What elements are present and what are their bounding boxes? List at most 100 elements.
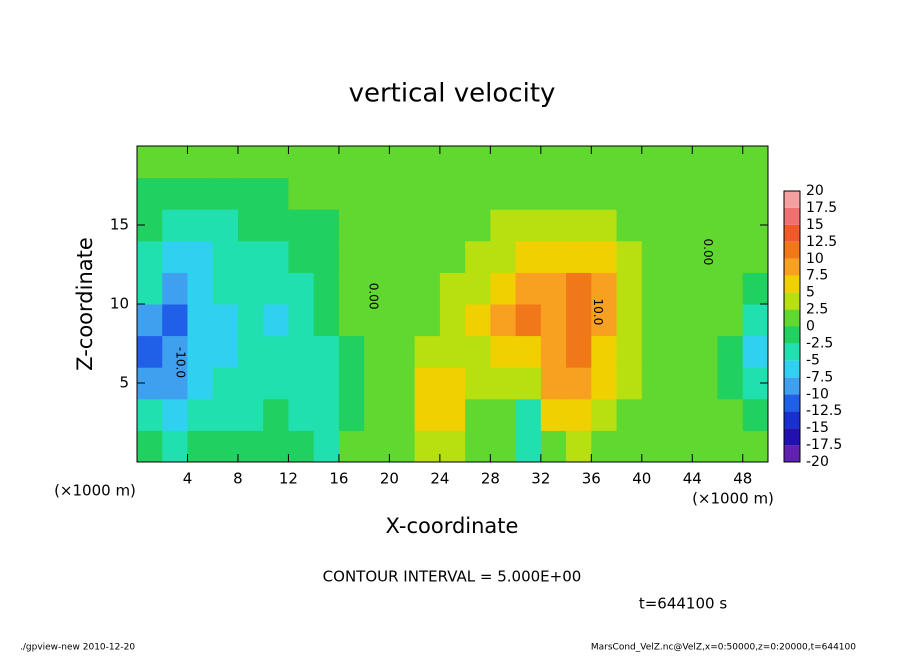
field-cell [692, 398, 719, 431]
field-cell [212, 335, 239, 368]
field-cell [540, 272, 567, 305]
field-cell [742, 335, 769, 368]
colorbar-label: 2.5 [806, 302, 828, 318]
colorbar-swatch [784, 275, 800, 293]
field-cell [540, 335, 567, 368]
field-cell [313, 398, 340, 431]
field-cell [667, 398, 693, 431]
field-cell [439, 209, 466, 242]
field-cell [137, 335, 163, 368]
field-cell [137, 272, 163, 305]
colorbar-label: -20 [806, 454, 829, 470]
field-cell [465, 209, 491, 242]
field-cell [263, 240, 289, 273]
field-cell [237, 177, 264, 210]
field-cell [717, 304, 744, 337]
y-tick-label: 15 [110, 216, 129, 234]
field-cell [338, 335, 365, 368]
field-cell [313, 177, 340, 210]
field-cell [162, 304, 188, 337]
field-cell [162, 335, 188, 368]
field-cell [641, 367, 668, 400]
field-cell [414, 304, 441, 337]
field-cell [616, 272, 643, 305]
field-cell [591, 304, 618, 337]
colorbar-label: 10 [806, 251, 824, 267]
colorbar-swatch [784, 191, 800, 208]
x-tick-label: 8 [233, 470, 243, 488]
field-cell [591, 146, 618, 179]
x-tick-label: 48 [733, 470, 752, 488]
colorbar-swatch [784, 258, 800, 276]
field-cell [389, 367, 416, 400]
field-cell [237, 209, 264, 242]
colorbar-label: 7.5 [806, 268, 828, 284]
field-cell [641, 398, 668, 431]
field-cell [162, 367, 188, 400]
field-cell [490, 304, 517, 337]
field-cell [515, 304, 542, 337]
field-cell [490, 398, 517, 431]
field-cell [591, 177, 618, 210]
y-axis-title: Z-coordinate [73, 237, 97, 371]
field-cell [490, 209, 517, 242]
field-cell [389, 398, 416, 431]
field-cell [692, 146, 719, 179]
field-cell [515, 398, 542, 431]
field-cell [187, 240, 214, 273]
field-cell [414, 367, 441, 400]
field-cell [566, 146, 592, 179]
field-cell [187, 304, 214, 337]
field-cell [641, 304, 668, 337]
field-cell [389, 335, 416, 368]
field-cell [162, 146, 188, 179]
field-cell [667, 146, 693, 179]
field-cell [515, 177, 542, 210]
field-cell [439, 430, 466, 463]
colorbar-label: 12.5 [806, 234, 837, 250]
field-cell [641, 177, 668, 210]
field-cell [389, 304, 416, 337]
y-tick-label: 5 [119, 374, 129, 392]
field-cell [667, 240, 693, 273]
footer-right: MarsCond_VelZ.nc@VelZ,x=0:50000,z=0:2000… [591, 643, 856, 653]
x-tick-label: 32 [531, 470, 550, 488]
time-label: t=644100 s [639, 595, 727, 613]
colorbar-label: -17.5 [806, 437, 842, 453]
field-cell [616, 177, 643, 210]
colorbar-swatch [784, 292, 800, 310]
field-cell [338, 272, 365, 305]
field-cell [692, 209, 719, 242]
field-cell [288, 367, 315, 400]
field-cell [212, 398, 239, 431]
field-cell [263, 177, 289, 210]
field-cell [414, 209, 441, 242]
field-cell [692, 304, 719, 337]
field-cell [187, 367, 214, 400]
field-cell [263, 272, 289, 305]
field-cell [414, 146, 441, 179]
field-cell [212, 177, 239, 210]
field-cell [389, 177, 416, 210]
y-unit: (×1000 m) [54, 482, 136, 500]
field-cell [641, 146, 668, 179]
field-cell [187, 177, 214, 210]
field-cell [439, 304, 466, 337]
field-cell [591, 272, 618, 305]
colorbar-swatch [784, 326, 800, 344]
field-cell [667, 430, 693, 463]
contour-label: -10.0 [173, 347, 187, 378]
field-cell [212, 272, 239, 305]
field-cell [540, 240, 567, 273]
field-cell [692, 367, 719, 400]
field-cell [465, 398, 491, 431]
colorbar-label: 15 [806, 217, 824, 233]
field-cell [490, 240, 517, 273]
field-cell [692, 335, 719, 368]
field-cell [540, 177, 567, 210]
field-cell [515, 367, 542, 400]
colorbar-swatch [784, 377, 800, 395]
field-cell [667, 272, 693, 305]
x-tick-label: 20 [380, 470, 399, 488]
field-cell [263, 146, 289, 179]
